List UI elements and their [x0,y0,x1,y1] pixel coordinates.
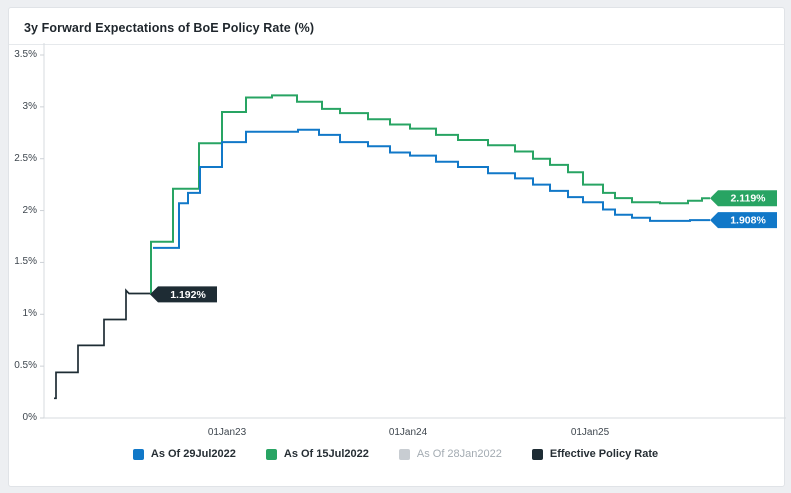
title-separator [9,44,784,45]
end-value-label-effective-policy-rate: 1.192% [170,289,206,301]
legend-label: As Of 29Jul2022 [150,448,236,460]
legend-label: Effective Policy Rate [549,448,659,460]
end-value-badge-as-of-15jul2022 [710,190,777,207]
x-tick-label: 01Jan25 [570,427,610,438]
y-tick-label: 0% [22,412,37,423]
end-value-badge-as-of-29jul2022 [710,212,777,229]
legend-swatch-icon [265,448,277,460]
y-tick-label: 0.5% [14,360,37,372]
chart-card: 3y Forward Expectations of BoE Policy Ra… [8,7,785,487]
legend-swatch-icon [132,448,144,460]
end-value-label-as-of-29jul2022: 1.908% [730,215,766,227]
end-value-label-as-of-15jul2022: 2.119% [730,193,766,205]
legend-item-as-of-29jul2022[interactable]: As Of 29Jul2022 [132,448,236,460]
legend-swatch-icon [398,448,410,460]
legend-swatch-icon [531,448,543,460]
end-value-badge-effective-policy-rate [150,286,217,303]
y-tick-label: 2.5% [14,152,37,164]
legend-label: As Of 15Jul2022 [283,448,369,460]
x-tick-label: 01Jan24 [388,427,428,438]
x-tick-label: 01Jan23 [207,427,247,438]
series-line-as-of-29jul2022 [153,128,710,249]
series-line-effective-policy-rate [54,288,151,400]
legend-label: As Of 28Jan2022 [416,448,502,460]
series-line-as-of-15jul2022 [150,94,710,295]
legend-item-as-of-15jul2022[interactable]: As Of 15Jul2022 [265,448,369,460]
y-tick-label: 3% [22,100,37,112]
y-tick-label: 2% [22,204,37,216]
y-tick-label: 3.5% [14,49,37,60]
page-title: 3y Forward Expectations of BoE Policy Ra… [24,21,315,35]
y-tick-label: 1.5% [14,256,37,268]
chart-legend: As Of 29Jul2022 As Of 15Jul2022 As Of 28Ja… [0,448,791,460]
legend-item-effective-policy-rate[interactable]: Effective Policy Rate [531,448,659,460]
y-tick-label: 1% [22,308,37,320]
legend-item-as-of-28jan2022[interactable]: As Of 28Jan2022 [398,448,502,460]
